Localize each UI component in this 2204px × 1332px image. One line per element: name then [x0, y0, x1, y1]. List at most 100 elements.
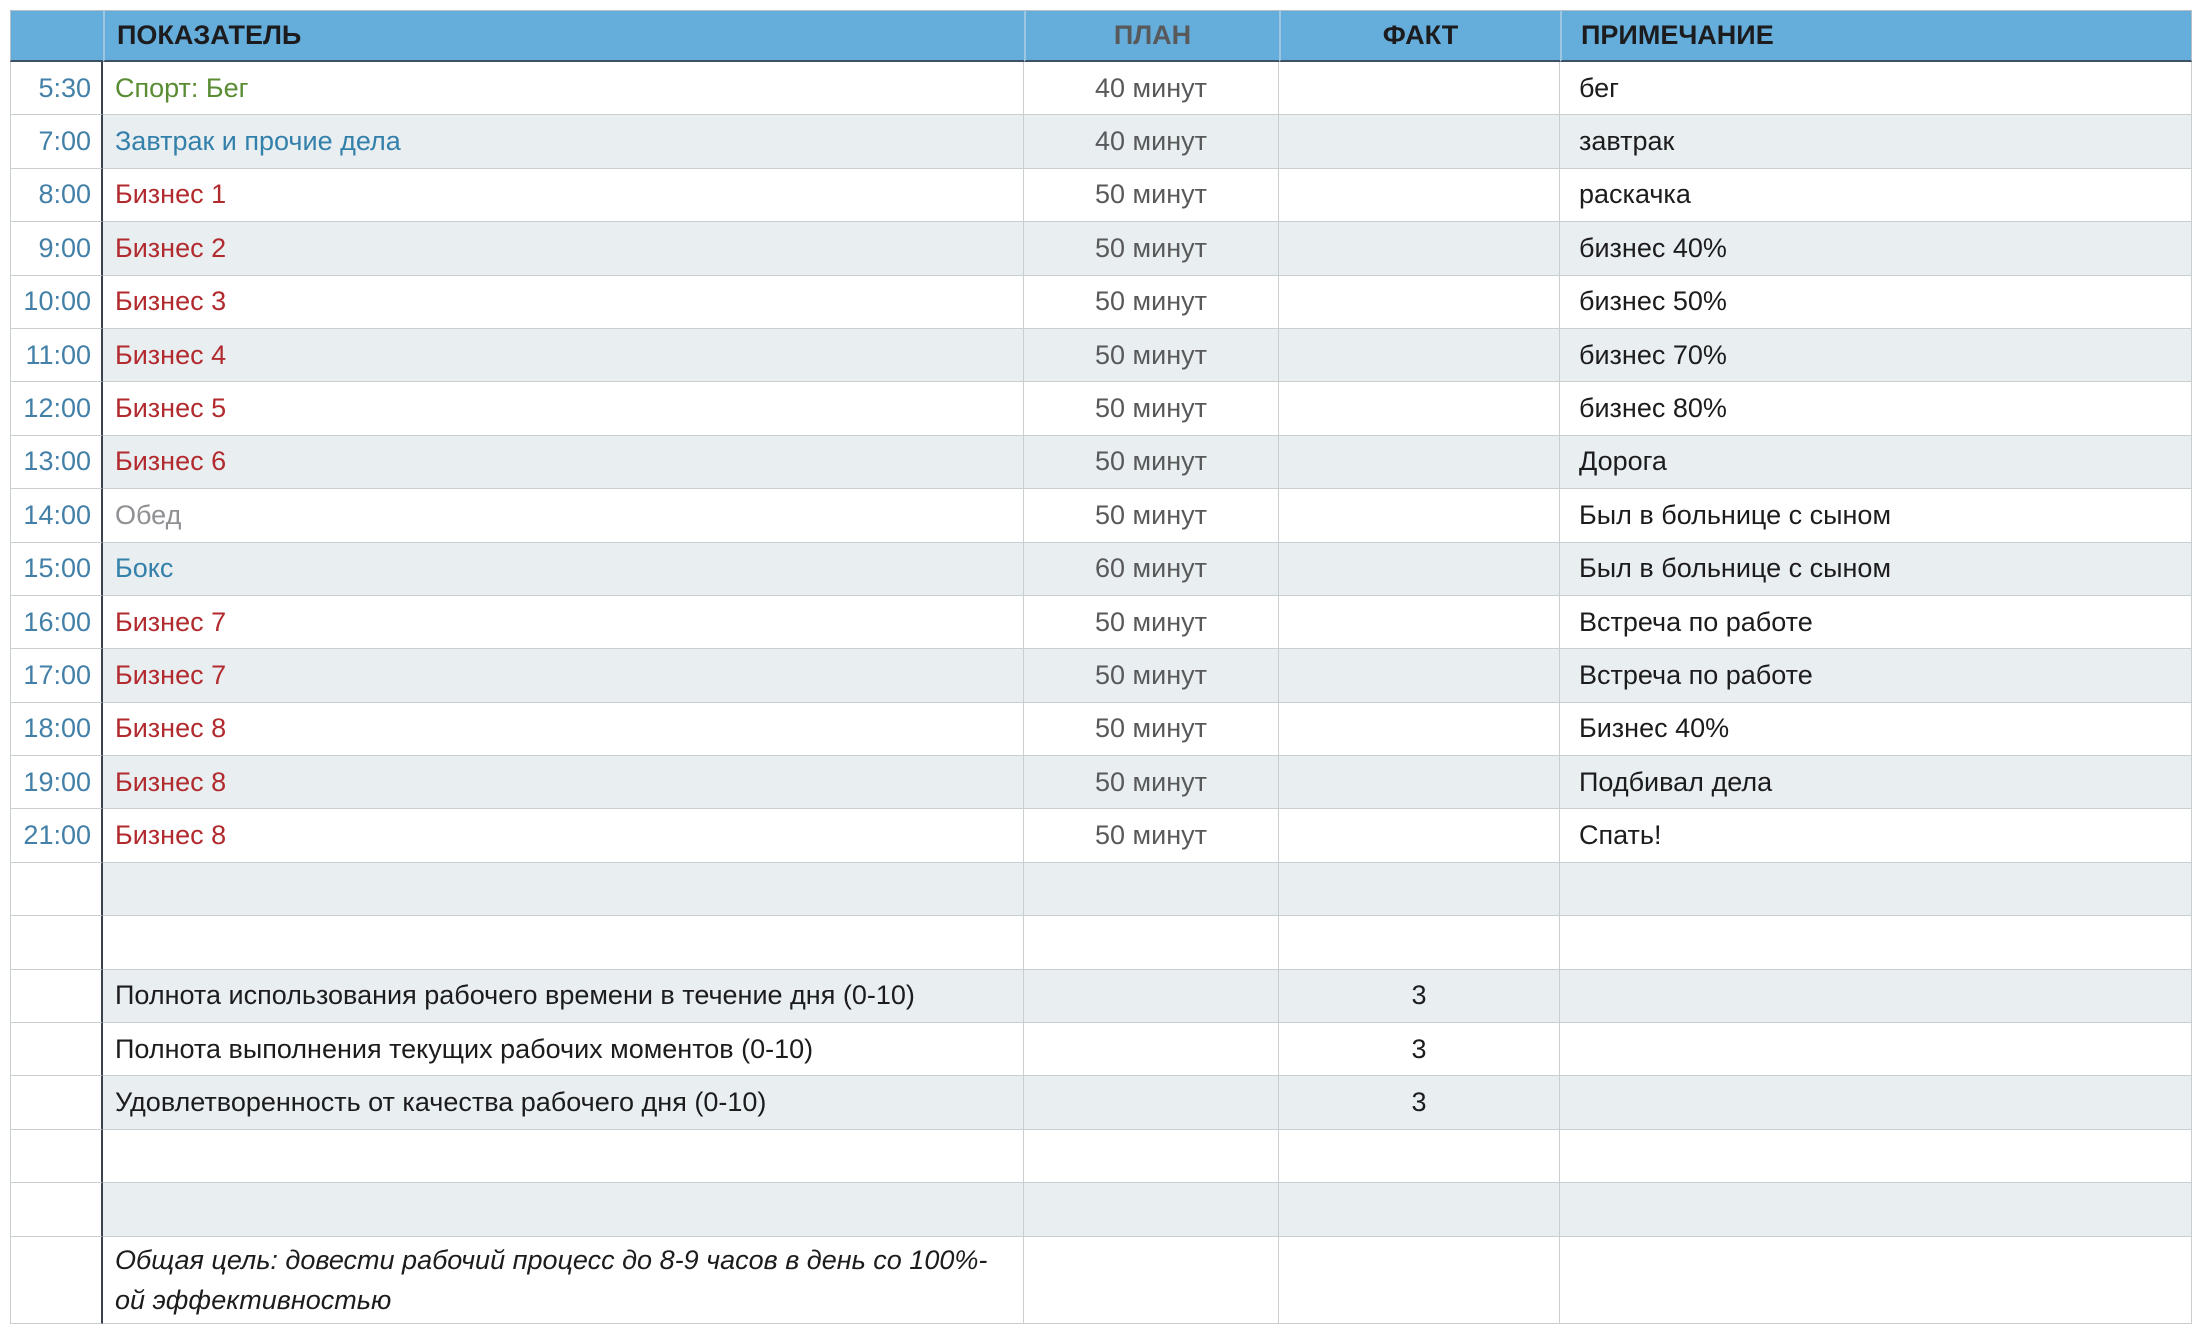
- indicator-cell[interactable]: Общая цель: довести рабочий процесс до 8…: [103, 1236, 1024, 1324]
- note-cell[interactable]: [1560, 1183, 2192, 1237]
- note-cell[interactable]: Был в больнице с сыном: [1560, 542, 2192, 596]
- note-cell[interactable]: [1560, 1236, 2192, 1324]
- time-cell[interactable]: 15:00: [10, 542, 103, 596]
- note-cell[interactable]: [1560, 969, 2192, 1024]
- plan-cell[interactable]: 50 минут: [1024, 168, 1279, 223]
- note-cell[interactable]: Спать!: [1560, 809, 2192, 863]
- plan-cell[interactable]: 50 минут: [1024, 328, 1279, 383]
- plan-cell[interactable]: 40 минут: [1024, 115, 1279, 169]
- plan-cell[interactable]: 50 минут: [1024, 595, 1279, 650]
- indicator-cell[interactable]: [103, 1129, 1024, 1184]
- plan-cell[interactable]: 50 минут: [1024, 222, 1279, 276]
- indicator-cell[interactable]: [103, 862, 1024, 917]
- note-cell[interactable]: [1560, 916, 2192, 970]
- plan-cell[interactable]: [1024, 1183, 1279, 1237]
- plan-cell[interactable]: 50 минут: [1024, 702, 1279, 757]
- header-cell-plan[interactable]: ПЛАН: [1024, 10, 1279, 62]
- plan-cell[interactable]: [1024, 1023, 1279, 1077]
- indicator-cell[interactable]: Бизнес 8: [103, 702, 1024, 757]
- note-cell[interactable]: [1560, 1023, 2192, 1077]
- plan-cell[interactable]: [1024, 1076, 1279, 1130]
- time-cell[interactable]: [10, 916, 103, 970]
- fact-cell[interactable]: [1279, 435, 1560, 490]
- plan-cell[interactable]: [1024, 969, 1279, 1024]
- note-cell[interactable]: Встреча по работе: [1560, 649, 2192, 703]
- indicator-cell[interactable]: [103, 1183, 1024, 1237]
- indicator-cell[interactable]: Бизнес 8: [103, 809, 1024, 863]
- fact-cell[interactable]: [1279, 1236, 1560, 1324]
- fact-cell[interactable]: [1279, 1129, 1560, 1184]
- time-cell[interactable]: 21:00: [10, 809, 103, 863]
- fact-cell[interactable]: 3: [1279, 1076, 1560, 1130]
- plan-cell[interactable]: 50 минут: [1024, 809, 1279, 863]
- note-cell[interactable]: завтрак: [1560, 115, 2192, 169]
- header-cell-fact[interactable]: ФАКТ: [1279, 10, 1560, 62]
- time-cell[interactable]: 10:00: [10, 275, 103, 329]
- indicator-cell[interactable]: Бизнес 5: [103, 382, 1024, 436]
- fact-cell[interactable]: [1279, 328, 1560, 383]
- indicator-cell[interactable]: Бизнес 4: [103, 328, 1024, 383]
- indicator-cell[interactable]: Полнота использования рабочего времени в…: [103, 969, 1024, 1024]
- note-cell[interactable]: [1560, 1129, 2192, 1184]
- header-cell-note[interactable]: ПРИМЕЧАНИЕ: [1560, 10, 2192, 62]
- note-cell[interactable]: бизнес 80%: [1560, 382, 2192, 436]
- fact-cell[interactable]: [1279, 916, 1560, 970]
- time-cell[interactable]: 5:30: [10, 62, 103, 116]
- time-cell[interactable]: [10, 1076, 103, 1130]
- time-cell[interactable]: 16:00: [10, 595, 103, 650]
- time-cell[interactable]: 19:00: [10, 756, 103, 810]
- note-cell[interactable]: [1560, 862, 2192, 917]
- header-cell-time[interactable]: [10, 10, 103, 62]
- time-cell[interactable]: 13:00: [10, 435, 103, 490]
- time-cell[interactable]: 14:00: [10, 489, 103, 543]
- indicator-cell[interactable]: Бизнес 8: [103, 756, 1024, 810]
- plan-cell[interactable]: 40 минут: [1024, 62, 1279, 116]
- indicator-cell[interactable]: Спорт: Бег: [103, 62, 1024, 116]
- time-cell[interactable]: 17:00: [10, 649, 103, 703]
- plan-cell[interactable]: 50 минут: [1024, 382, 1279, 436]
- indicator-cell[interactable]: Бокс: [103, 542, 1024, 596]
- plan-cell[interactable]: [1024, 1129, 1279, 1184]
- fact-cell[interactable]: [1279, 115, 1560, 169]
- fact-cell[interactable]: [1279, 756, 1560, 810]
- time-cell[interactable]: [10, 969, 103, 1024]
- plan-cell[interactable]: [1024, 1236, 1279, 1324]
- time-cell[interactable]: 18:00: [10, 702, 103, 757]
- fact-cell[interactable]: [1279, 382, 1560, 436]
- time-cell[interactable]: [10, 862, 103, 917]
- time-cell[interactable]: 12:00: [10, 382, 103, 436]
- header-cell-indicator[interactable]: ПОКАЗАТЕЛЬ: [103, 10, 1024, 62]
- note-cell[interactable]: бизнес 40%: [1560, 222, 2192, 276]
- fact-cell[interactable]: 3: [1279, 969, 1560, 1024]
- note-cell[interactable]: Дорога: [1560, 435, 2192, 490]
- indicator-cell[interactable]: Бизнес 3: [103, 275, 1024, 329]
- time-cell[interactable]: 8:00: [10, 168, 103, 223]
- time-cell[interactable]: [10, 1236, 103, 1324]
- note-cell[interactable]: бизнес 50%: [1560, 275, 2192, 329]
- plan-cell[interactable]: 50 минут: [1024, 756, 1279, 810]
- plan-cell[interactable]: [1024, 862, 1279, 917]
- fact-cell[interactable]: [1279, 1183, 1560, 1237]
- time-cell[interactable]: 11:00: [10, 328, 103, 383]
- fact-cell[interactable]: [1279, 649, 1560, 703]
- note-cell[interactable]: Бизнес 40%: [1560, 702, 2192, 757]
- fact-cell[interactable]: [1279, 542, 1560, 596]
- fact-cell[interactable]: [1279, 222, 1560, 276]
- fact-cell[interactable]: [1279, 702, 1560, 757]
- indicator-cell[interactable]: Полнота выполнения текущих рабочих момен…: [103, 1023, 1024, 1077]
- time-cell[interactable]: 7:00: [10, 115, 103, 169]
- note-cell[interactable]: [1560, 1076, 2192, 1130]
- note-cell[interactable]: бизнес 70%: [1560, 328, 2192, 383]
- indicator-cell[interactable]: [103, 916, 1024, 970]
- plan-cell[interactable]: [1024, 916, 1279, 970]
- fact-cell[interactable]: [1279, 862, 1560, 917]
- fact-cell[interactable]: [1279, 275, 1560, 329]
- plan-cell[interactable]: 60 минут: [1024, 542, 1279, 596]
- indicator-cell[interactable]: Завтрак и прочие дела: [103, 115, 1024, 169]
- fact-cell[interactable]: [1279, 168, 1560, 223]
- indicator-cell[interactable]: Обед: [103, 489, 1024, 543]
- note-cell[interactable]: Подбивал дела: [1560, 756, 2192, 810]
- indicator-cell[interactable]: Бизнес 6: [103, 435, 1024, 490]
- time-cell[interactable]: [10, 1023, 103, 1077]
- time-cell[interactable]: 9:00: [10, 222, 103, 276]
